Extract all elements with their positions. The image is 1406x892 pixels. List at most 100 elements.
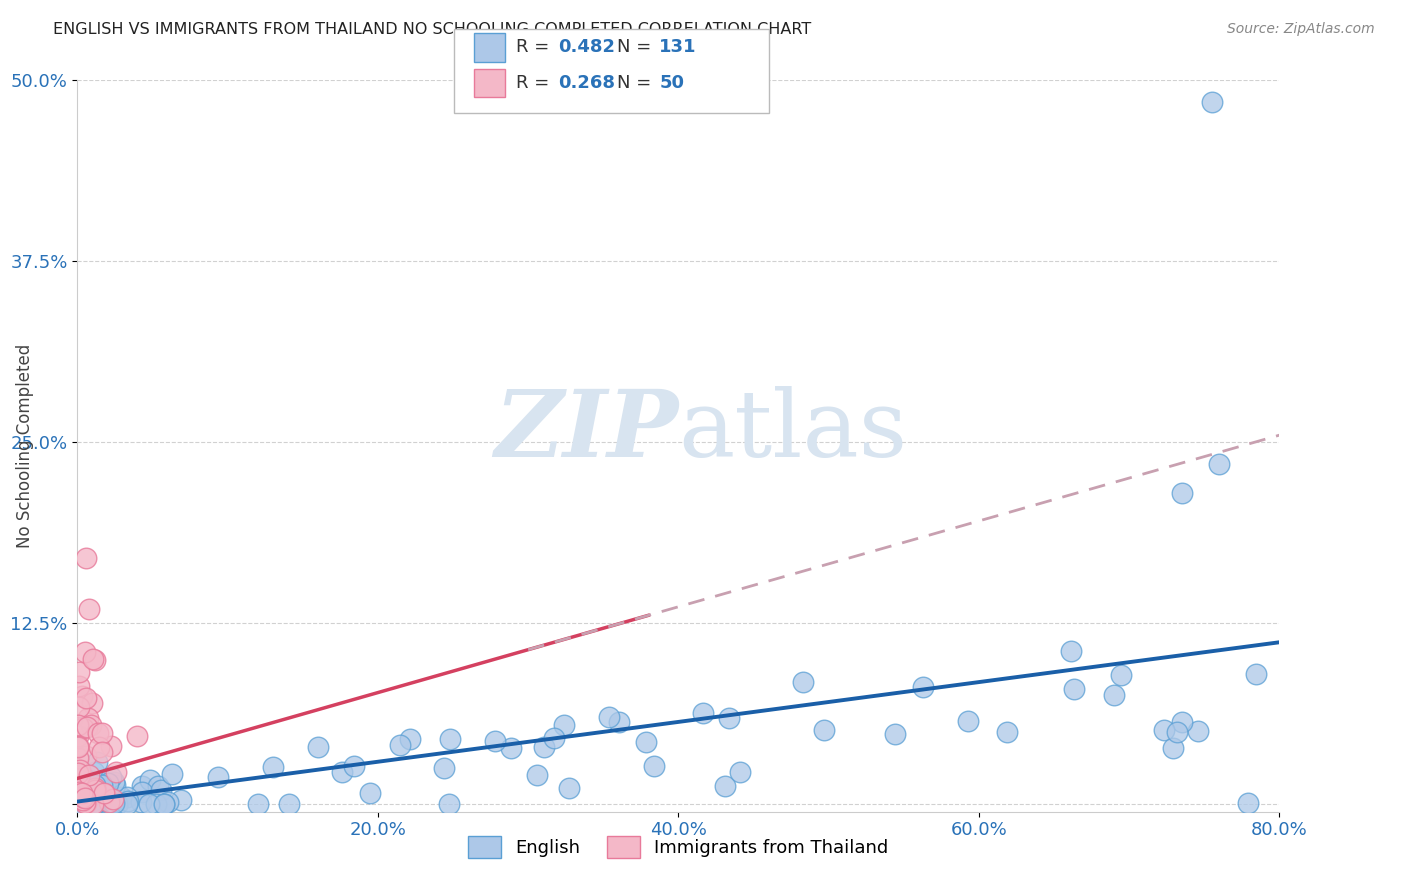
- Point: [72, 782, 94, 797]
- Point: [67, 766, 90, 780]
- Point: [643, 758, 665, 772]
- Point: [692, 706, 714, 721]
- Point: [79, 780, 101, 795]
- Point: [343, 759, 366, 773]
- Point: [98, 790, 121, 805]
- Point: [67, 751, 90, 765]
- Point: [75, 748, 97, 763]
- Point: [82, 652, 104, 666]
- Point: [73, 645, 96, 659]
- Point: [169, 793, 191, 807]
- Point: [83, 764, 105, 779]
- Point: [76, 710, 98, 724]
- Point: [79, 785, 101, 799]
- Point: [100, 739, 122, 753]
- Point: [86, 792, 108, 806]
- Text: 0.268: 0.268: [558, 74, 616, 92]
- Point: [82, 789, 104, 803]
- Point: [813, 723, 835, 738]
- Point: [115, 797, 138, 811]
- Point: [67, 700, 90, 714]
- Point: [110, 790, 132, 805]
- Point: [82, 696, 104, 710]
- Point: [103, 796, 125, 810]
- Point: [97, 789, 120, 803]
- Point: [1244, 667, 1267, 681]
- Point: [246, 797, 269, 812]
- Point: [67, 772, 90, 787]
- Point: [1201, 95, 1223, 109]
- Point: [77, 796, 100, 810]
- Point: [67, 789, 90, 804]
- Point: [75, 780, 97, 795]
- Point: [1063, 681, 1085, 696]
- Point: [150, 782, 173, 797]
- Point: [67, 784, 90, 798]
- Point: [87, 726, 110, 740]
- Point: [117, 794, 139, 808]
- Point: [437, 797, 460, 812]
- Point: [152, 797, 174, 812]
- Point: [69, 768, 91, 782]
- Point: [127, 729, 149, 743]
- Point: [82, 797, 104, 811]
- Point: [1237, 796, 1260, 810]
- Point: [207, 770, 229, 784]
- Text: ZIP: ZIP: [494, 386, 679, 476]
- Point: [145, 797, 167, 811]
- Text: ENGLISH VS IMMIGRANTS FROM THAILAND NO SCHOOLING COMPLETED CORRELATION CHART: ENGLISH VS IMMIGRANTS FROM THAILAND NO S…: [53, 22, 811, 37]
- Point: [148, 779, 170, 793]
- Point: [72, 780, 94, 794]
- Point: [84, 780, 107, 795]
- Point: [70, 689, 93, 703]
- Point: [70, 793, 93, 807]
- Legend: English, Immigrants from Thailand: English, Immigrants from Thailand: [461, 829, 896, 865]
- Point: [79, 780, 101, 794]
- Point: [75, 790, 97, 805]
- Point: [91, 745, 114, 759]
- Point: [67, 779, 90, 793]
- Point: [67, 795, 90, 809]
- Point: [1102, 688, 1125, 702]
- Point: [115, 790, 138, 805]
- Text: 50: 50: [659, 74, 685, 92]
- Point: [607, 715, 630, 730]
- Point: [83, 783, 105, 797]
- Point: [96, 794, 118, 808]
- Point: [97, 776, 120, 790]
- Point: [89, 787, 111, 801]
- Point: [484, 734, 506, 748]
- Point: [67, 797, 90, 812]
- Point: [69, 763, 91, 777]
- Point: [87, 796, 110, 810]
- Point: [1170, 714, 1192, 729]
- Point: [87, 796, 110, 810]
- Text: 0.482: 0.482: [558, 38, 616, 56]
- Point: [1166, 724, 1188, 739]
- Point: [307, 740, 329, 755]
- Point: [104, 778, 127, 792]
- Point: [1171, 486, 1194, 500]
- Point: [262, 759, 284, 773]
- Text: Source: ZipAtlas.com: Source: ZipAtlas.com: [1227, 22, 1375, 37]
- Point: [69, 679, 91, 693]
- Point: [1060, 643, 1083, 657]
- Point: [98, 795, 121, 809]
- Point: [995, 724, 1018, 739]
- Point: [439, 732, 461, 747]
- Point: [94, 787, 117, 801]
- Point: [557, 780, 579, 795]
- Point: [1153, 723, 1175, 737]
- Point: [67, 739, 90, 754]
- Point: [67, 794, 90, 808]
- Point: [105, 797, 128, 811]
- Point: [957, 714, 980, 728]
- Point: [1208, 457, 1230, 471]
- Point: [526, 768, 548, 782]
- Point: [90, 726, 112, 740]
- Point: [93, 779, 115, 793]
- Point: [67, 739, 90, 753]
- Point: [75, 796, 97, 810]
- Point: [72, 721, 94, 735]
- Point: [91, 789, 114, 804]
